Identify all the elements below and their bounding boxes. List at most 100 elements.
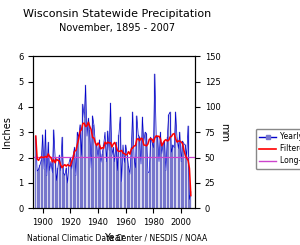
Bar [41, 160, 42, 208]
Bar [127, 155, 128, 208]
Bar [78, 137, 79, 208]
Bar [77, 132, 78, 208]
Bar [138, 135, 139, 208]
Bar [116, 142, 117, 208]
Bar [98, 158, 99, 208]
Bar [75, 175, 76, 208]
Bar [135, 168, 136, 208]
Bar [175, 112, 176, 208]
Bar [129, 174, 130, 208]
Bar [44, 169, 45, 208]
Bar [171, 153, 172, 208]
Bar [179, 132, 180, 208]
Bar [73, 155, 74, 208]
Bar [67, 183, 68, 208]
Bar [146, 134, 147, 208]
Bar [189, 199, 190, 208]
Bar [156, 137, 157, 208]
Bar [161, 154, 162, 208]
Bar [122, 145, 124, 208]
Bar [88, 118, 89, 208]
Bar [109, 150, 110, 208]
Bar [164, 141, 165, 208]
Bar [186, 156, 187, 208]
Bar [107, 131, 108, 208]
Bar [63, 173, 64, 208]
Bar [183, 144, 184, 208]
Bar [150, 137, 151, 208]
Bar [113, 147, 114, 208]
Bar [52, 173, 53, 208]
Bar [99, 140, 100, 208]
Bar [117, 170, 118, 208]
Legend: Yearly Values, Filtered Values, Long-Term Mean: Yearly Values, Filtered Values, Long-Ter… [256, 129, 300, 169]
Bar [91, 168, 92, 208]
Bar [121, 182, 122, 208]
Bar [163, 142, 164, 208]
Bar [93, 125, 94, 208]
Bar [39, 165, 41, 208]
Bar [140, 164, 142, 208]
Bar [149, 172, 150, 208]
Bar [66, 168, 67, 208]
Bar [104, 132, 106, 208]
Bar [124, 163, 125, 208]
Bar [153, 147, 154, 208]
Bar [95, 142, 96, 208]
Bar [103, 145, 104, 208]
Bar [71, 169, 72, 208]
Bar [38, 169, 39, 208]
Bar [182, 141, 183, 208]
Bar [100, 163, 101, 208]
Bar [185, 145, 186, 208]
Bar [188, 126, 189, 208]
Bar [96, 145, 97, 208]
Bar [45, 130, 46, 208]
Bar [176, 137, 178, 208]
Bar [86, 136, 88, 208]
Bar [53, 130, 54, 208]
Text: National Climatic Data Center / NESDIS / NOAA: National Climatic Data Center / NESDIS /… [27, 233, 207, 243]
Bar [92, 116, 93, 208]
Bar [128, 167, 129, 208]
Bar [48, 142, 49, 208]
Bar [181, 161, 182, 208]
Bar [139, 137, 140, 208]
Bar [60, 170, 61, 208]
Bar [56, 180, 57, 208]
Bar [55, 158, 56, 208]
Bar [132, 112, 133, 208]
Bar [59, 155, 60, 208]
Bar [152, 142, 153, 208]
Text: Wisconsin Statewide Precipitation: Wisconsin Statewide Precipitation [23, 9, 211, 19]
Bar [118, 135, 119, 208]
Bar [145, 132, 146, 208]
Bar [190, 192, 191, 208]
Bar [167, 137, 168, 208]
Bar [46, 175, 47, 208]
Bar [102, 154, 103, 208]
Bar [49, 170, 50, 208]
Bar [111, 155, 112, 208]
Bar [68, 163, 70, 208]
Bar [158, 161, 160, 208]
Bar [35, 136, 36, 208]
Bar [154, 74, 155, 208]
Bar [37, 172, 38, 208]
Bar [147, 173, 148, 208]
Bar [89, 130, 90, 208]
Bar [80, 125, 81, 208]
Y-axis label: mm: mm [219, 123, 229, 142]
Bar [110, 103, 111, 208]
Bar [61, 137, 63, 208]
Bar [136, 116, 137, 208]
Bar [143, 141, 144, 208]
Bar [131, 147, 132, 208]
Y-axis label: Inches: Inches [2, 116, 12, 148]
Bar [114, 161, 115, 208]
Bar [178, 149, 179, 208]
Bar [74, 147, 75, 208]
Bar [106, 161, 107, 208]
Bar [50, 161, 52, 208]
Bar [57, 168, 59, 208]
